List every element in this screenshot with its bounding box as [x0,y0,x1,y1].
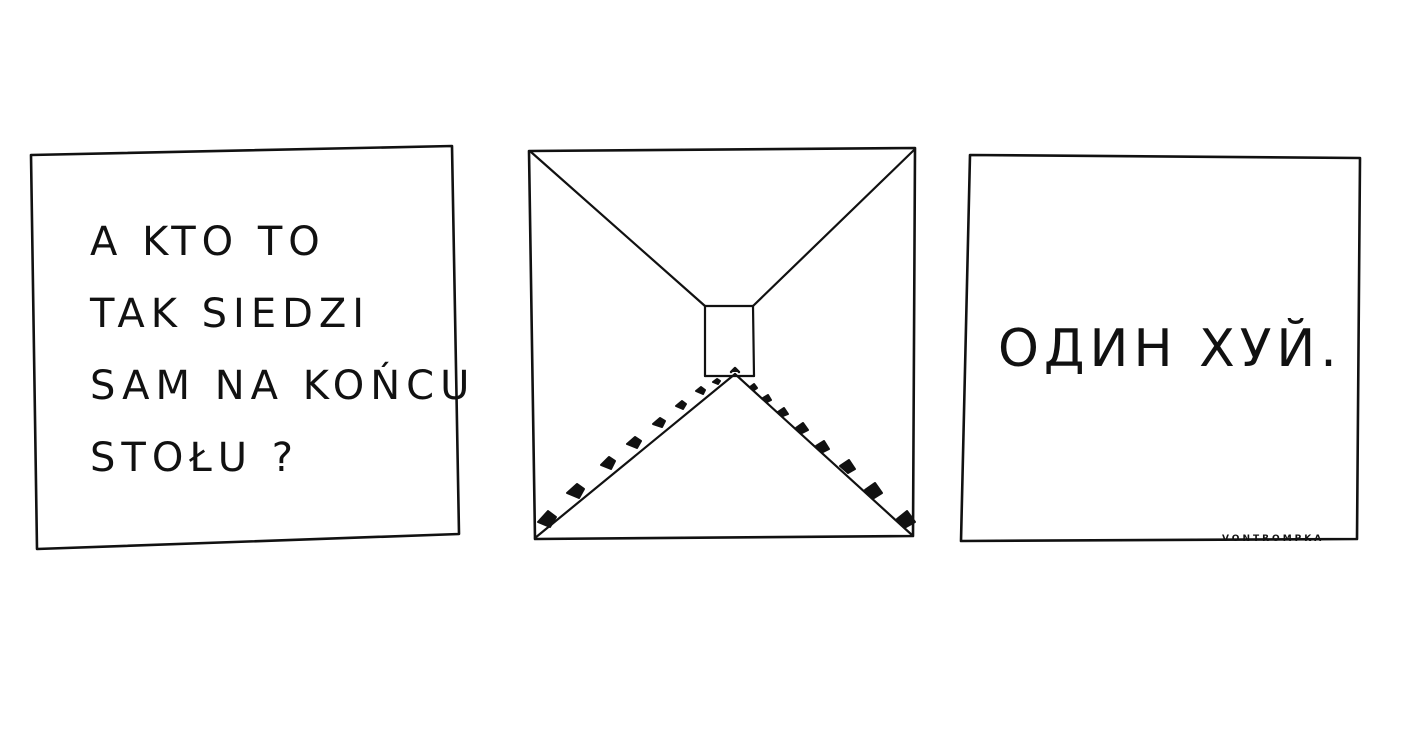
panel-3-speech: ОДИН ХУЙ. [998,319,1342,379]
chair [712,378,721,385]
chair [652,417,666,428]
chair [566,483,585,499]
panel-1-speech: A KTO TO TAK SIEDZI SAM NA KOŃCU STOŁU ? [90,206,476,494]
panel-3-frame [959,153,1362,543]
chairs-right [749,383,916,528]
speech-line: SAM NA KOŃCU [90,363,476,409]
speech-line: STOŁU ? [90,435,300,481]
chair [815,440,830,453]
table-right-edge [733,372,914,537]
chair [749,383,758,391]
chair [537,510,557,528]
lone-figure [729,366,741,374]
chairs-left [537,378,721,528]
chair [795,422,809,434]
chair [675,400,687,410]
artist-signature: VONTROMPKA [1222,534,1325,544]
chair [839,459,856,474]
chair [600,456,616,470]
speech-line: A KTO TO [90,219,326,265]
table-left-edge [533,372,737,540]
room-perspective [529,148,916,540]
chair [762,394,772,403]
chair [896,510,916,528]
chair [695,386,706,395]
speech-line: TAK SIEDZI [90,291,371,337]
panel-1-frame [29,144,461,551]
chair [864,482,883,499]
chair [626,436,642,449]
chair [777,407,789,417]
panel-2-frame [527,146,917,541]
